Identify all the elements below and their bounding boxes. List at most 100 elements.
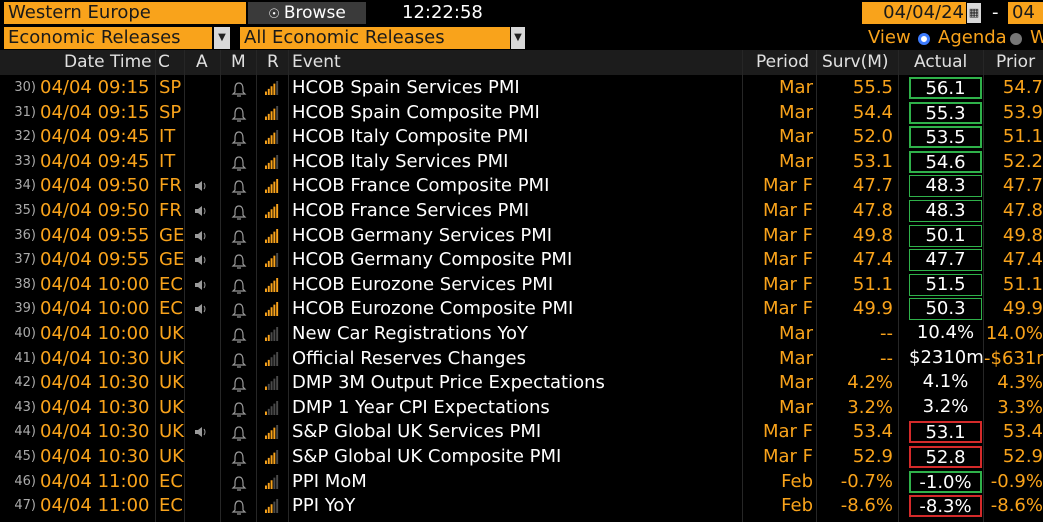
speaker-icon[interactable] <box>194 303 208 315</box>
row-index[interactable]: 36) <box>14 227 36 243</box>
other-view-radio[interactable] <box>1010 33 1022 45</box>
event-name[interactable]: S&P Global UK Services PMI <box>292 421 542 443</box>
event-name[interactable]: DMP 1 Year CPI Expectations <box>292 396 550 418</box>
table-row[interactable]: 31) 04/04 09:15 SP HCOB Spain Composite PMI… <box>0 101 1043 126</box>
col-header-survey[interactable]: Surv(M) <box>822 52 889 72</box>
event-name[interactable]: HCOB Eurozone Services PMI <box>292 273 554 295</box>
row-index[interactable]: 45) <box>14 449 36 464</box>
event-name[interactable]: HCOB Spain Composite PMI <box>292 101 540 123</box>
table-row[interactable]: 47) 04/04 11:00 EC PPI YoY Feb -8.6% -8.3% -8.6… <box>0 494 1043 519</box>
row-index[interactable]: 39) <box>14 301 36 317</box>
event-name[interactable]: HCOB France Composite PMI <box>292 175 550 197</box>
table-row[interactable]: 43) 04/04 10:30 UK DMP 1 Year CPI Expectati… <box>0 396 1043 421</box>
agenda-radio[interactable] <box>918 33 930 45</box>
table-row[interactable]: 45) 04/04 10:30 UK S&P Global UK Composite … <box>0 445 1043 470</box>
table-row[interactable]: 36) 04/04 09:55 GE HCOB Germany Services PM… <box>0 224 1043 249</box>
bell-icon[interactable] <box>231 499 247 515</box>
event-name[interactable]: New Car Registrations YoY <box>292 323 528 344</box>
row-index[interactable]: 34) <box>14 178 36 194</box>
row-index[interactable]: 40) <box>14 326 36 341</box>
event-name[interactable]: HCOB Germany Services PMI <box>292 224 553 246</box>
col-header-event[interactable]: Event <box>292 52 341 72</box>
row-index[interactable]: 32) <box>14 129 36 145</box>
event-name[interactable]: HCOB Spain Services PMI <box>292 77 520 98</box>
speaker-icon[interactable] <box>194 230 208 242</box>
speaker-icon[interactable] <box>194 279 208 291</box>
start-date-field[interactable]: 04/04/24 <box>862 2 966 24</box>
table-row[interactable]: 44) 04/04 10:30 UK S&P Global UK Services P… <box>0 420 1043 445</box>
row-index[interactable]: 46) <box>14 473 36 489</box>
event-name[interactable]: HCOB France Services PMI <box>292 200 530 221</box>
row-index[interactable]: 31) <box>14 104 36 120</box>
row-index[interactable]: 42) <box>14 375 36 391</box>
col-header-country[interactable]: C <box>158 52 170 72</box>
table-row[interactable]: 46) 04/04 11:00 EC PPI MoM Feb -0.7% -1.0% -0.9… <box>0 470 1043 495</box>
row-index[interactable]: 35) <box>14 203 36 218</box>
event-name[interactable]: DMP 3M Output Price Expectations <box>292 372 605 394</box>
bell-icon[interactable] <box>231 229 247 245</box>
col-header-period[interactable]: Period <box>756 52 810 72</box>
row-index[interactable]: 37) <box>14 252 36 268</box>
row-index[interactable]: 47) <box>14 498 36 514</box>
event-name[interactable]: S&P Global UK Composite PMI <box>292 446 562 467</box>
event-name[interactable]: HCOB Italy Services PMI <box>292 150 509 172</box>
speaker-icon[interactable] <box>194 205 208 217</box>
table-row[interactable]: 37) 04/04 09:55 GE HCOB Germany Composite P… <box>0 248 1043 273</box>
bell-icon[interactable] <box>231 179 247 195</box>
bell-icon[interactable] <box>231 130 247 146</box>
bell-icon[interactable] <box>231 327 247 343</box>
row-index[interactable]: 44) <box>14 424 36 440</box>
bell-icon[interactable] <box>231 352 247 368</box>
bell-icon[interactable] <box>231 302 247 318</box>
table-row[interactable]: 32) 04/04 09:45 IT HCOB Italy Composite PMI… <box>0 125 1043 150</box>
speaker-icon[interactable] <box>194 426 208 438</box>
bell-icon[interactable] <box>231 425 247 441</box>
bell-icon[interactable] <box>231 450 247 466</box>
col-header-relevance[interactable]: R <box>267 52 279 72</box>
region-field[interactable]: Western Europe <box>4 2 246 24</box>
end-date-field[interactable]: 04 <box>1008 2 1043 24</box>
category-chevron-down-icon[interactable]: ▼ <box>214 27 230 49</box>
event-name[interactable]: HCOB Italy Composite PMI <box>292 126 529 148</box>
event-name[interactable]: HCOB Germany Composite PMI <box>292 249 573 271</box>
bell-icon[interactable] <box>231 376 247 392</box>
bell-icon[interactable] <box>231 155 247 171</box>
bell-icon[interactable] <box>231 204 247 220</box>
table-row[interactable]: 41) 04/04 10:30 UK Official Reserves Change… <box>0 347 1043 372</box>
category-select[interactable]: Economic Releases <box>4 27 212 49</box>
table-row[interactable]: 39) 04/04 10:00 EC HCOB Eurozone Composite … <box>0 297 1043 322</box>
speaker-icon[interactable] <box>194 254 208 266</box>
speaker-icon[interactable] <box>194 180 208 192</box>
table-row[interactable]: 40) 04/04 10:00 UK New Car Registrations Yo… <box>0 322 1043 347</box>
col-header-datetime[interactable]: Date Time <box>64 52 152 72</box>
table-row[interactable]: 38) 04/04 10:00 EC HCOB Eurozone Services P… <box>0 273 1043 298</box>
table-row[interactable]: 35) 04/04 09:50 FR HCOB France Services PMI… <box>0 199 1043 224</box>
col-header-actual[interactable]: Actual <box>914 52 968 72</box>
bell-icon[interactable] <box>231 81 247 97</box>
row-index[interactable]: 43) <box>14 399 36 415</box>
row-index[interactable]: 38) <box>14 276 36 292</box>
col-header-memo[interactable]: M <box>231 52 246 72</box>
col-header-alert[interactable]: A <box>196 52 208 72</box>
other-view-radio-label[interactable]: W <box>1030 27 1043 48</box>
agenda-radio-label[interactable]: Agenda <box>938 27 1007 48</box>
bell-icon[interactable] <box>231 401 247 417</box>
table-row[interactable]: 33) 04/04 09:45 IT HCOB Italy Services PMI M… <box>0 150 1043 175</box>
calendar-icon[interactable]: ▦ <box>967 3 981 23</box>
bell-icon[interactable] <box>231 106 247 122</box>
event-name[interactable]: HCOB Eurozone Composite PMI <box>292 298 574 320</box>
subcategory-chevron-down-icon[interactable]: ▼ <box>511 27 525 49</box>
table-row[interactable]: 34) 04/04 09:50 FR HCOB France Composite PM… <box>0 174 1043 199</box>
event-name[interactable]: Official Reserves Changes <box>292 347 526 369</box>
col-header-prior[interactable]: Prior <box>996 52 1036 72</box>
table-row[interactable]: 30) 04/04 09:15 SP HCOB Spain Services PMI M… <box>0 76 1043 101</box>
bell-icon[interactable] <box>231 278 247 294</box>
row-index[interactable]: 41) <box>14 350 36 366</box>
event-name[interactable]: PPI YoY <box>292 495 356 517</box>
event-name[interactable]: PPI MoM <box>292 470 367 492</box>
bell-icon[interactable] <box>231 475 247 491</box>
row-index[interactable]: 33) <box>14 153 36 169</box>
table-row[interactable]: 42) 04/04 10:30 UK DMP 3M Output Price Expe… <box>0 371 1043 396</box>
browse-button[interactable]: ☉ Browse <box>248 2 366 24</box>
bell-icon[interactable] <box>231 253 247 269</box>
